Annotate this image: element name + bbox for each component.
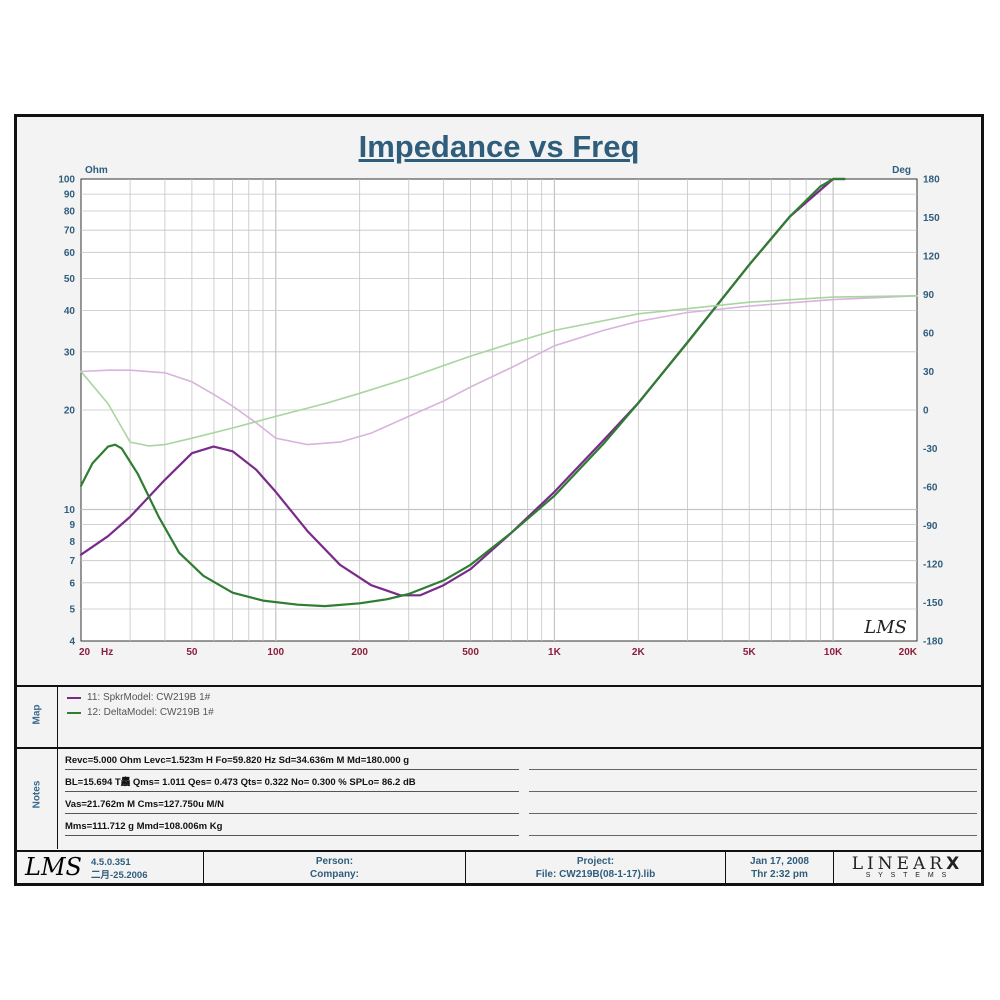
y-right-tick-label: -30 [923,444,938,455]
y-left-tick-label: 70 [64,226,76,237]
map-label: Map [31,704,43,725]
y-left-tick-label: 30 [64,347,76,358]
brand-mark: X [946,854,964,874]
x-tick-label: 500 [462,647,479,658]
notes-top-divider [17,747,981,749]
note-line-3: Vas=21.762m M Cms=127.750u M/N [65,798,519,814]
y-right-tick-label: 150 [923,213,940,224]
project-cell: Project: File: CW219B(08-1-17).lib [465,852,725,885]
y-left-tick-label: 4 [69,637,75,648]
y-right-tick-label: -150 [923,598,943,609]
y-left-tick-label: 20 [64,406,76,417]
chart-title: Impedance vs Freq [358,129,640,164]
y-left-tick-label: 40 [64,306,76,317]
y-left-tick-label: 10 [64,505,76,516]
y-right-tick-label: 90 [923,290,935,301]
note-blank-2 [529,776,977,792]
x-tick-label: 20K [899,647,918,658]
y-left-tick-label: 5 [69,604,75,615]
y-right-tick-label: 180 [923,175,940,186]
note-blank-4 [529,820,977,836]
y-left-tick-label: 6 [69,578,75,589]
brand-main: LINEAR [851,854,947,874]
note-line-1: Revc=5.000 Ohm Levc=1.523m H Fo=59.820 H… [65,754,519,770]
phase-curve-1 [80,295,918,446]
note-line-2: BL=15.694 T麤 Qms= 1.011 Qes= 0.473 Qts= … [65,776,519,792]
y-left-tick-label: 60 [64,248,76,259]
y-right-tick-label: -90 [923,521,938,532]
note-blank-1 [529,754,977,770]
x-tick-label: 2K [632,647,646,658]
impedance-chart: 4 5 6 7 8 9 10 20 30 40 50 60 70 80 90 100 -180 -150 -120 -… [58,165,943,658]
x-tick-label: 50 [186,647,198,658]
legend-text: 12: DeltaModel: CW219B 1# [87,707,214,718]
legend-entry-spkrmodel: 11: SpkrModel: CW219B 1# [67,692,210,703]
report-time: Thr 2:32 pm [751,869,808,880]
legend-swatch [67,711,81,714]
phase-curve-3 [80,295,918,447]
map-side-divider [57,687,58,747]
version-info: 4.5.0.351 二月-25.2006 [91,856,148,882]
company-label: Company: [310,869,359,880]
footer-top-divider [17,850,981,852]
y-left-tick-label: 50 [64,274,76,285]
lms-watermark: LMS [863,617,907,638]
y-right-tick-label: 30 [923,367,935,378]
linearx-logo: LINEARX [834,854,981,874]
brand-sub: S Y S T E M S [865,872,950,879]
y-right-tick-label: -60 [923,483,938,494]
version-date: 二月-25.2006 [91,870,148,881]
axis-labels: 4 5 6 7 8 9 10 20 30 40 50 60 70 80 90 100 -180 -150 -120 -… [58,165,943,658]
x-tick-label: 200 [351,647,368,658]
file-label: File: CW219B(08-1-17).lib [535,869,656,880]
y-left-tick-label: 9 [69,520,75,531]
map-top-divider [17,685,981,687]
version-number: 4.5.0.351 [91,857,131,868]
legend-entry-deltamodel: 12: DeltaModel: CW219B 1# [67,707,214,718]
y-right-tick-label: 0 [923,406,929,417]
note-blank-3 [529,798,977,814]
x-tick-label: 100 [267,647,284,658]
y-left-tick-label: 7 [69,556,75,567]
y-right-tick-label: 60 [923,329,935,340]
person-company-cell: Person: Company: [203,852,465,885]
report-frame: 4 5 6 7 8 9 10 20 30 40 50 60 70 80 90 100 -180 -150 -120 -… [14,114,984,886]
x-unit-label: Hz [101,647,113,658]
report-date: Jan 17, 2008 [750,856,809,867]
x-tick-label: 1K [548,647,562,658]
notes-side-divider [57,749,58,849]
left-unit-label: Ohm [85,165,108,176]
x-tick-label: 20 [79,647,91,658]
project-label: Project: [576,856,615,867]
notes-label: Notes [31,780,43,809]
legend-text: 11: SpkrModel: CW219B 1# [87,692,211,703]
y-right-tick-label: 120 [923,252,940,263]
y-left-tick-label: 80 [64,207,76,218]
impedance-curve-2 [79,177,846,608]
y-left-tick-label: 90 [64,190,76,201]
grid [80,178,918,642]
y-right-tick-label: -120 [923,560,943,571]
right-unit-label: Deg [892,165,911,176]
y-left-tick-label: 100 [58,175,75,186]
lms-logo: LMS [25,853,82,881]
linearx-brand-cell: LINEARX S Y S T E M S [833,852,981,885]
x-tick-label: 5K [743,647,757,658]
note-line-4: Mms=111.712 g Mmd=108.006m Kg [65,820,519,836]
person-label: Person: [315,856,354,867]
y-left-tick-label: 8 [69,537,75,548]
y-right-tick-label: -180 [923,637,943,648]
x-tick-label: 10K [824,647,843,658]
curves [79,177,918,608]
legend-swatch [67,696,81,699]
datetime-cell: Jan 17, 2008 Thr 2:32 pm [725,852,833,885]
